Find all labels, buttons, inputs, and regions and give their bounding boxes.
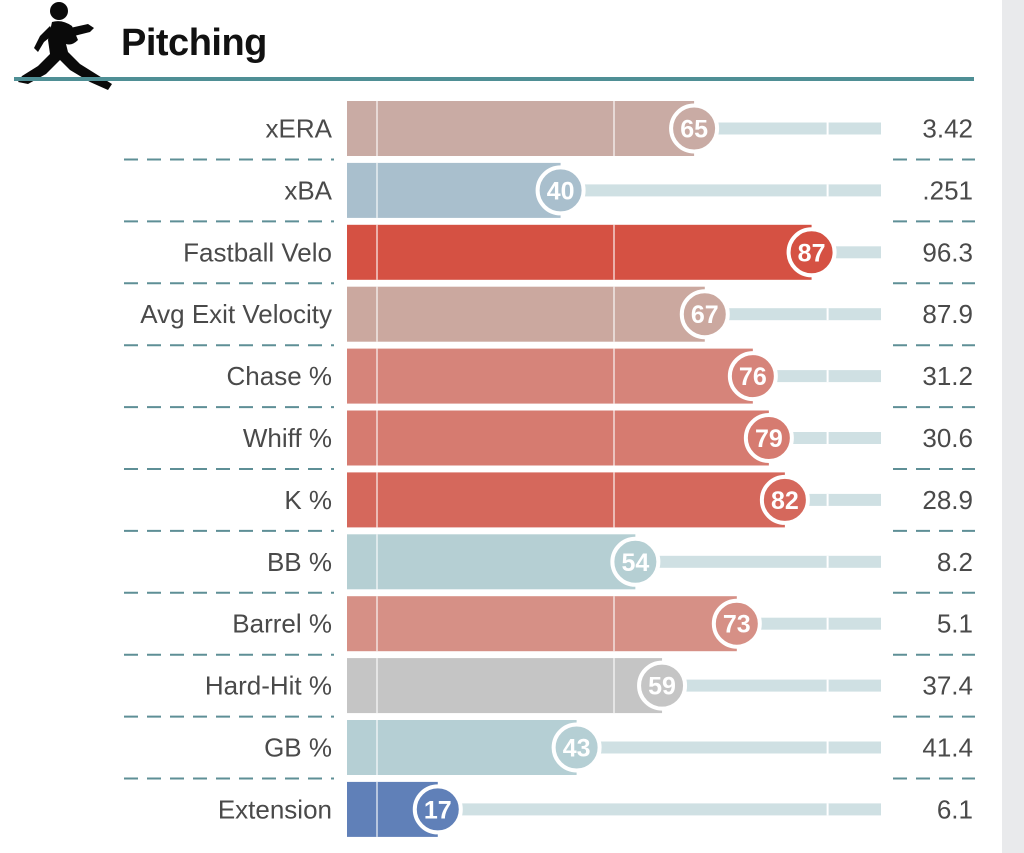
metric-label: K % bbox=[284, 485, 332, 515]
pitcher-icon bbox=[18, 2, 112, 91]
stat-value: 28.9 bbox=[922, 485, 973, 515]
metric-label: xERA bbox=[266, 114, 333, 144]
section-title: Pitching bbox=[121, 22, 267, 64]
metric-label: BB % bbox=[267, 547, 332, 577]
percentile-label: 82 bbox=[771, 487, 799, 515]
metric-label: Fastball Velo bbox=[183, 237, 332, 267]
percentile-circle bbox=[535, 165, 586, 216]
section-header: Pitching bbox=[0, 0, 1024, 91]
percentile-circle bbox=[637, 660, 688, 711]
percentile-circle bbox=[551, 722, 602, 773]
percentile-circle bbox=[727, 351, 778, 402]
percentile-label: 65 bbox=[680, 116, 708, 144]
percentile-label: 73 bbox=[723, 611, 751, 639]
stat-value: 87.9 bbox=[922, 299, 973, 329]
track-line bbox=[752, 370, 881, 383]
metric-label: Avg Exit Velocity bbox=[140, 299, 332, 329]
percentile-circle bbox=[743, 413, 794, 463]
percentile-bar bbox=[347, 472, 785, 528]
stat-value: 3.42 bbox=[922, 114, 973, 144]
percentile-bar bbox=[347, 224, 812, 280]
percentile-label: 87 bbox=[798, 239, 826, 267]
stat-value: 96.3 bbox=[922, 237, 973, 267]
track-line bbox=[694, 122, 881, 135]
metric-label: Barrel % bbox=[232, 609, 332, 639]
track-line bbox=[437, 803, 881, 816]
percentile-bar bbox=[347, 658, 663, 714]
percentile-circle bbox=[610, 536, 661, 587]
track-line bbox=[768, 432, 881, 444]
stat-value: 6.1 bbox=[937, 794, 973, 824]
percentile-label: 59 bbox=[648, 673, 676, 701]
track-line bbox=[560, 184, 881, 197]
percentile-circle bbox=[679, 289, 730, 340]
metric-label: Chase % bbox=[227, 361, 333, 391]
stat-value: 37.4 bbox=[922, 671, 973, 701]
metric-label: Whiff % bbox=[243, 423, 332, 453]
stat-value: 8.2 bbox=[937, 547, 973, 577]
track-line bbox=[736, 617, 881, 630]
percentile-label: 76 bbox=[739, 363, 767, 391]
metric-label: Extension bbox=[218, 794, 332, 824]
percentile-circle bbox=[786, 227, 837, 278]
stat-value: 41.4 bbox=[922, 733, 973, 763]
percentile-circle bbox=[759, 474, 810, 525]
percentile-circle bbox=[669, 103, 720, 154]
metric-label: Hard-Hit % bbox=[205, 671, 332, 701]
percentile-bar bbox=[347, 720, 577, 775]
page-edge bbox=[1002, 0, 1024, 853]
track-line bbox=[704, 308, 881, 321]
track-line bbox=[811, 246, 881, 259]
stat-value: 5.1 bbox=[937, 609, 973, 639]
metric-label: xBA bbox=[284, 175, 332, 205]
percentile-bar bbox=[347, 596, 737, 652]
percentile-label: 54 bbox=[621, 549, 649, 577]
metric-label: GB % bbox=[264, 733, 332, 763]
percentile-label: 79 bbox=[755, 425, 783, 453]
percentile-label: 43 bbox=[563, 735, 591, 763]
percentile-label: 17 bbox=[424, 796, 452, 824]
percentile-circle bbox=[412, 784, 463, 835]
stat-value: 31.2 bbox=[922, 361, 973, 391]
track-line bbox=[576, 741, 881, 754]
track-line bbox=[635, 555, 881, 568]
percentile-circle bbox=[711, 598, 762, 649]
track-line bbox=[662, 679, 881, 692]
stat-value: .251 bbox=[922, 175, 973, 205]
percentile-bar bbox=[347, 286, 705, 342]
title-underline bbox=[14, 77, 974, 81]
stat-value: 30.6 bbox=[922, 423, 973, 453]
percentile-bar bbox=[347, 101, 695, 156]
percentile-bar bbox=[347, 162, 561, 218]
percentile-label: 40 bbox=[547, 177, 575, 205]
percentile-bar bbox=[347, 410, 769, 466]
percentile-label: 67 bbox=[691, 301, 719, 329]
percentile-bar bbox=[347, 348, 753, 404]
percentile-chart: 65 xERA 3.42 40 xBA .251 87 Fastball Velo 96.3 67… bbox=[124, 101, 975, 837]
percentile-bar bbox=[347, 534, 636, 590]
